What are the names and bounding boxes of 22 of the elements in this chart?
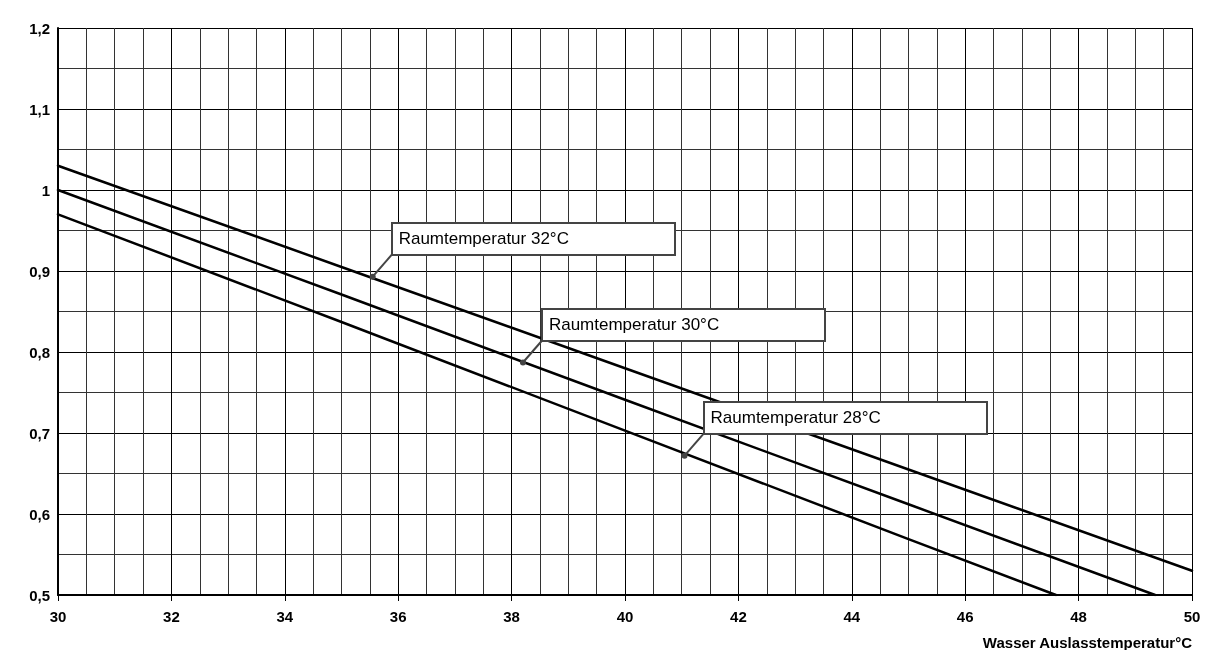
x-tick-label: 36 — [389, 608, 407, 625]
x-tick-label: 44 — [843, 608, 861, 625]
y-tick-label: 1,2 — [29, 19, 50, 37]
x-tick-label: 46 — [956, 608, 974, 625]
x-tick-label: 50 — [1183, 608, 1201, 625]
x-tick-label: 48 — [1070, 608, 1087, 625]
y-tick-label: 0,5 — [29, 586, 50, 604]
y-tick-label: 0,7 — [29, 424, 50, 442]
y-tick-label: 0,6 — [29, 505, 50, 523]
x-tick-label: 32 — [163, 608, 180, 625]
x-tick-label: 30 — [49, 608, 67, 625]
y-tick-label: 1 — [41, 181, 50, 199]
callout-box: Raumtemperatur 30°C — [540, 307, 826, 342]
x-tick-label: 34 — [276, 608, 294, 625]
y-tick-label: 0,8 — [29, 343, 50, 361]
y-tick-label: 0,9 — [29, 262, 50, 280]
callout-box: Raumtemperatur 32°C — [390, 221, 676, 256]
x-tick-label: 42 — [730, 608, 747, 625]
y-tick-label: 1,1 — [29, 100, 50, 118]
callout-box: Raumtemperatur 28°C — [702, 400, 988, 435]
x-tick-label: 40 — [616, 608, 634, 625]
x-tick-label: 38 — [503, 608, 520, 625]
